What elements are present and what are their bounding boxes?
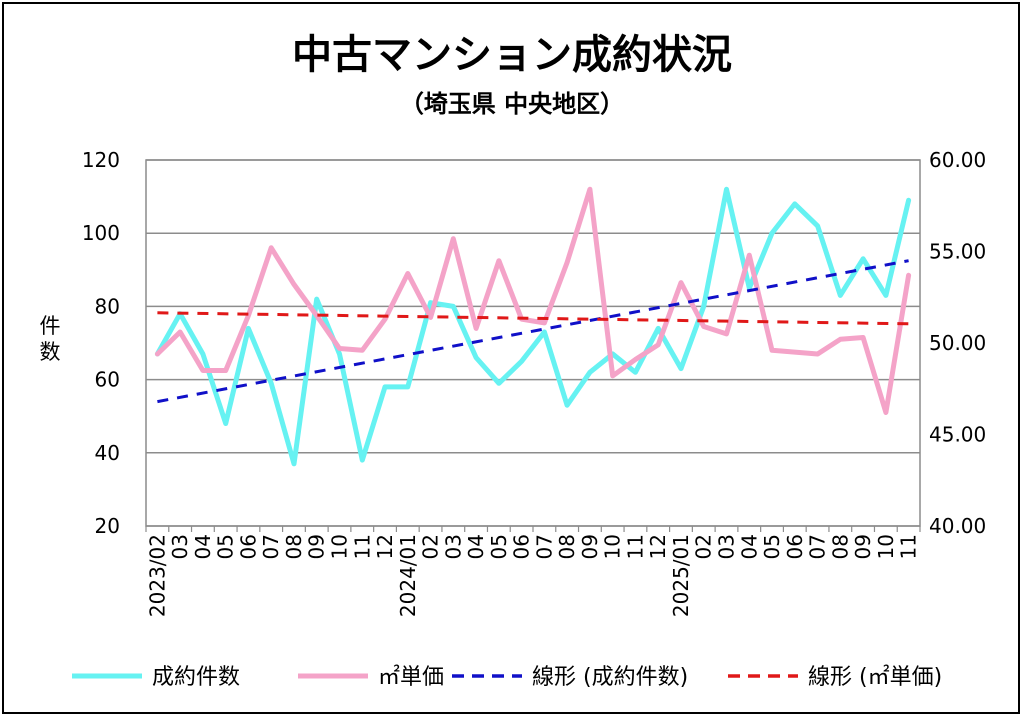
left-tick-label: 20	[95, 514, 120, 538]
legend-label-0: 成約件数	[152, 665, 240, 690]
x-tick-label: 07	[259, 534, 283, 559]
x-tick-label: 2025/01	[669, 534, 693, 617]
x-axis-ticks: 2023/02030405060708091011122024/01020304…	[145, 526, 921, 617]
x-tick-label: 04	[464, 534, 488, 559]
left-tick-label: 60	[95, 368, 120, 392]
right-tick-label: 40.00	[929, 514, 986, 538]
left-tick-label: 100	[82, 221, 120, 245]
legend-label-3: 線形 (㎡単価)	[808, 664, 942, 690]
x-tick-label: 06	[510, 534, 534, 559]
right-tick-label: 45.00	[929, 423, 986, 447]
x-tick-label: 02	[692, 534, 716, 559]
x-tick-label: 12	[373, 534, 397, 559]
series-line-1	[154, 186, 912, 415]
x-tick-label: 06	[783, 534, 807, 559]
chart-title: 中古マンション成約状況	[292, 32, 732, 78]
left-axis-ticks: 20 40 60 80 100 120	[82, 148, 120, 538]
x-tick-label: 05	[760, 534, 784, 559]
series-line-0	[154, 186, 912, 467]
x-tick-label: 05	[214, 534, 238, 559]
x-tick-label: 07	[806, 534, 830, 559]
right-tick-label: 60.00	[929, 148, 986, 172]
x-tick-label: 08	[828, 534, 852, 559]
x-tick-label: 03	[168, 534, 192, 559]
legend-label-2: 線形 (成約件数)	[532, 665, 688, 690]
x-tick-label: 10	[328, 534, 352, 559]
x-tick-label: 09	[578, 534, 602, 559]
x-tick-label: 11	[623, 534, 647, 559]
x-tick-label: 12	[646, 534, 670, 559]
left-tick-label: 120	[82, 148, 120, 172]
right-axis-ticks: 40.00 45.00 50.00 55.00 60.00	[929, 148, 986, 538]
legend-label-1: ㎡単価	[378, 664, 444, 690]
series-line-2	[157, 259, 909, 404]
x-tick-label: 11	[897, 534, 921, 559]
y-axis-label: 件数	[40, 314, 61, 364]
y-axis-label-char: 数	[40, 340, 61, 364]
x-tick-label: 06	[236, 534, 260, 559]
x-tick-label: 08	[555, 534, 579, 559]
x-tick-label: 04	[737, 534, 761, 559]
x-tick-label: 08	[282, 534, 306, 559]
x-tick-label: 2024/01	[396, 534, 420, 617]
x-tick-label: 03	[715, 534, 739, 559]
series-lines	[154, 186, 912, 467]
x-tick-label: 04	[191, 534, 215, 559]
legend: 成約件数 ㎡単価 線形 (成約件数) 線形 (㎡単価)	[72, 664, 942, 690]
left-tick-label: 80	[95, 294, 120, 318]
right-tick-label: 50.00	[929, 331, 986, 355]
x-tick-label: 03	[441, 534, 465, 559]
chart-subtitle: （埼玉県 中央地区）	[400, 90, 624, 118]
y-axis-label-char: 件	[40, 314, 61, 338]
x-tick-label: 07	[532, 534, 556, 559]
x-tick-label: 09	[851, 534, 875, 559]
x-tick-label: 02	[419, 534, 443, 559]
x-tick-label: 11	[350, 534, 374, 559]
x-tick-label: 05	[487, 534, 511, 559]
x-tick-label: 10	[874, 534, 898, 559]
x-tick-label: 2023/02	[145, 534, 169, 617]
x-tick-label: 10	[601, 534, 625, 559]
right-tick-label: 55.00	[929, 240, 986, 264]
x-tick-label: 09	[305, 534, 329, 559]
left-tick-label: 40	[95, 441, 120, 465]
series-line-3	[157, 311, 909, 326]
